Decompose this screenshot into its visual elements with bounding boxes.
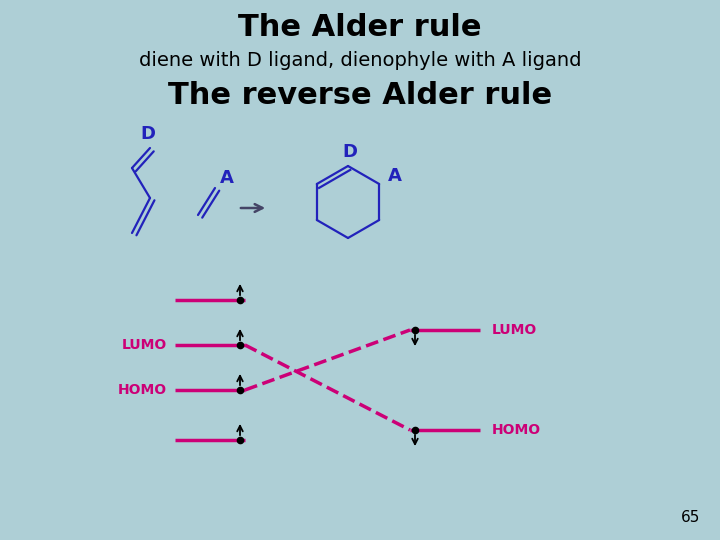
Text: LUMO: LUMO: [492, 323, 537, 337]
Text: The Alder rule: The Alder rule: [238, 14, 482, 43]
Text: 65: 65: [680, 510, 700, 525]
Text: diene with D ligand, dienophyle with A ligand: diene with D ligand, dienophyle with A l…: [139, 51, 581, 70]
Text: The reverse Alder rule: The reverse Alder rule: [168, 80, 552, 110]
Text: A: A: [388, 167, 402, 185]
Text: D: D: [140, 125, 156, 143]
Text: HOMO: HOMO: [118, 383, 167, 397]
Text: D: D: [343, 143, 358, 161]
Text: LUMO: LUMO: [122, 338, 167, 352]
Text: A: A: [220, 169, 234, 187]
Text: HOMO: HOMO: [492, 423, 541, 437]
